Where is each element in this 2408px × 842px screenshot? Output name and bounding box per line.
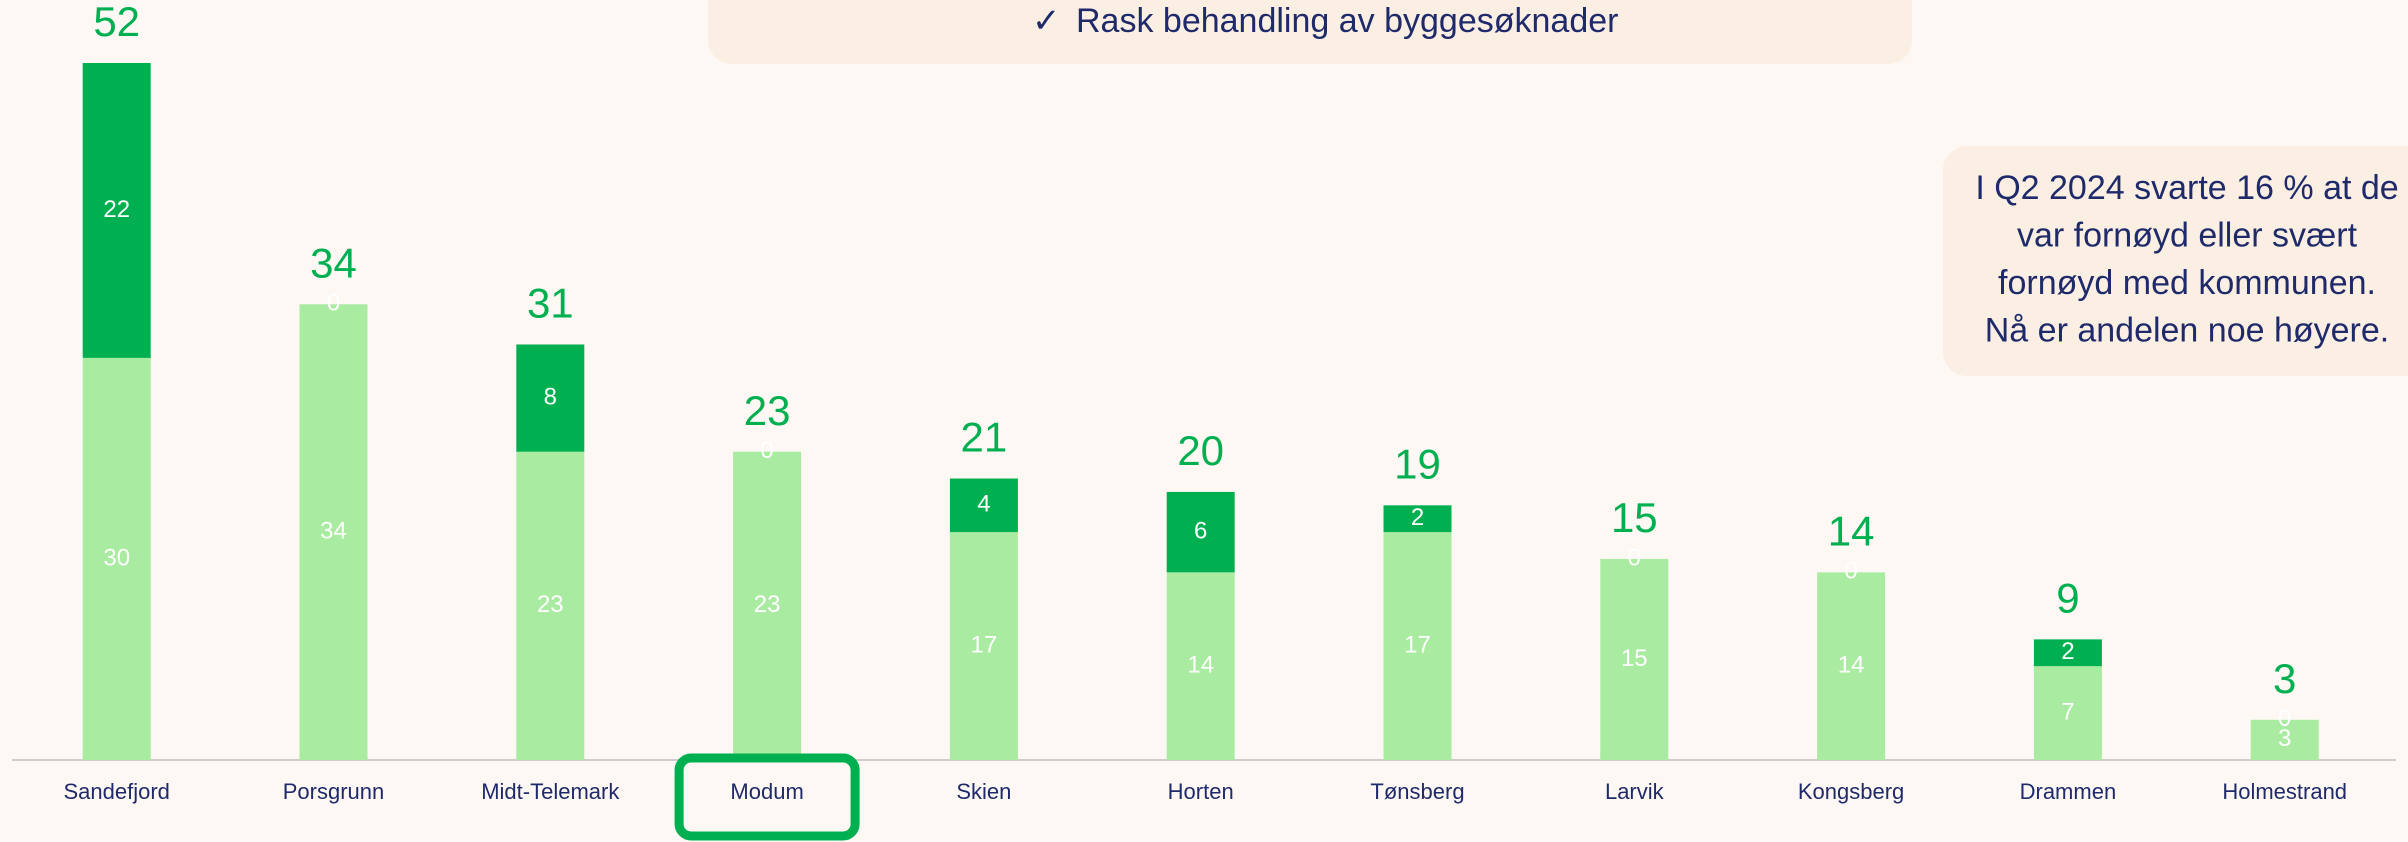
segment-label: 17 (971, 631, 998, 658)
segment-label: 4 (977, 491, 990, 518)
x-tick-label: Porsgrunn (283, 779, 385, 804)
bar-segment (733, 451, 802, 760)
x-tick-label: Drammen (2020, 779, 2117, 804)
x-tick-label: Tønsberg (1370, 779, 1464, 804)
segment-label: 2 (2061, 638, 2074, 665)
x-tick-label: Modum (730, 779, 803, 804)
segment-label: 2 (1411, 504, 1424, 531)
segment-label: 0 (760, 437, 773, 464)
segment-label: 23 (537, 591, 564, 618)
x-tick-label: Skien (956, 779, 1011, 804)
segment-label: 6 (1194, 517, 1207, 544)
x-tick-label: Larvik (1605, 779, 1665, 804)
bar-segment (2033, 639, 2102, 667)
header-text: Rask behandling av byggesøknader (1076, 2, 1618, 40)
total-label: 3 (2273, 655, 2296, 702)
highlight-box (674, 753, 860, 841)
bar-segment (2033, 666, 2102, 760)
bar-segment (1383, 532, 1452, 760)
segment-label: 0 (327, 290, 340, 317)
segment-label: 14 (1187, 652, 1214, 679)
bar-segment (1166, 491, 1235, 573)
annotation-line: fornøyd med kommunen. (1998, 264, 2376, 302)
check-mark: ✓ (1032, 2, 1061, 40)
bar-segment (1166, 572, 1235, 760)
bar-segment (516, 451, 585, 760)
total-label: 23 (744, 387, 791, 434)
segment-label: 34 (320, 517, 347, 544)
bar-segment (1817, 572, 1886, 760)
total-label: 14 (1828, 507, 1875, 554)
segment-label: 0 (1844, 558, 1857, 585)
segment-label: 22 (103, 196, 130, 223)
bar-segment (82, 357, 151, 760)
total-label: 20 (1177, 427, 1224, 474)
total-label: 15 (1611, 494, 1658, 541)
total-label: 34 (310, 239, 357, 286)
segment-label: 23 (754, 591, 781, 618)
x-tick-label: Kongsberg (1798, 779, 1904, 804)
segment-label: 8 (544, 383, 557, 410)
annotation-line: I Q2 2024 svarte 16 % at de (1975, 169, 2398, 207)
bar-segment (516, 344, 585, 452)
segment-label: 15 (1621, 645, 1648, 672)
total-label: 31 (527, 280, 574, 327)
x-tick-label: Sandefjord (63, 779, 169, 804)
bar-segment (1383, 505, 1452, 533)
bar-segment (1600, 558, 1669, 760)
bar-segment (299, 304, 368, 760)
segment-label: 0 (1628, 544, 1641, 571)
total-label: 21 (961, 414, 1008, 461)
segment-label: 30 (103, 544, 130, 571)
bar-segment (82, 63, 151, 358)
segment-label: 3 (2278, 725, 2291, 752)
header-box (708, 0, 1912, 64)
bar-segment (2250, 719, 2319, 760)
x-tick-label: Holmestrand (2222, 779, 2347, 804)
segment-label: 14 (1838, 652, 1865, 679)
annotation-box (1943, 146, 2408, 376)
annotation-line: Nå er andelen noe høyere. (1985, 311, 2389, 349)
segment-label: 7 (2061, 698, 2074, 725)
segment-label: 17 (1404, 631, 1431, 658)
total-label: 19 (1394, 440, 1441, 487)
x-tick-label: Midt-Telemark (481, 779, 620, 804)
bar-segment (949, 478, 1018, 533)
total-label: 9 (2056, 574, 2079, 621)
segment-label: 0 (2278, 705, 2291, 732)
annotation-line: var fornøyd eller svært (2017, 216, 2358, 254)
x-tick-label: Horten (1168, 779, 1234, 804)
bar-segment (949, 532, 1018, 760)
total-label: 52 (93, 0, 140, 45)
